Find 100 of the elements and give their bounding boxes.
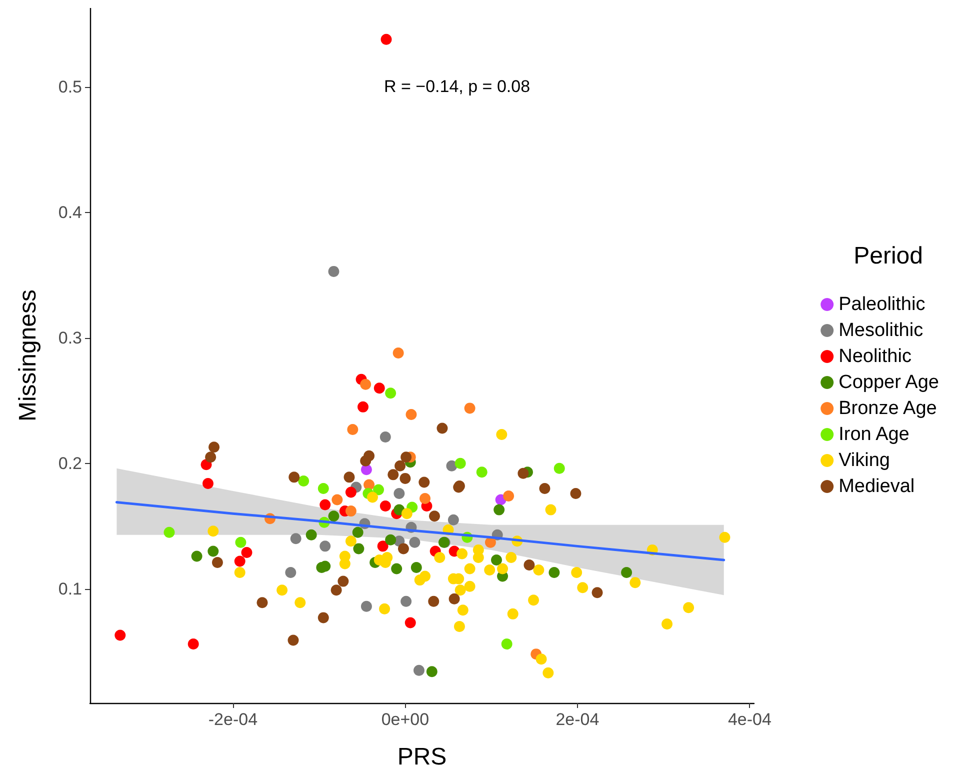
point [434,552,446,563]
point [410,562,422,574]
point [164,526,175,538]
point [464,402,476,414]
point [571,567,582,578]
point [360,600,372,612]
point [380,432,391,443]
point [208,546,219,557]
legend-label: Medieval [838,476,915,497]
point [385,388,396,399]
point [318,482,329,494]
point [366,492,378,503]
y-tick-label: 0.3 [58,328,82,348]
point [501,638,512,650]
point [377,540,388,552]
legend-label: Neolithic [838,346,912,367]
point [306,529,317,540]
point [288,472,300,483]
point [234,567,246,578]
point [114,630,126,641]
point [454,458,466,469]
point [476,466,488,478]
point [394,460,406,472]
point [188,638,199,650]
x-tick-label: 0e+00 [381,710,430,729]
point [385,534,396,546]
point [401,508,412,520]
legend-label: Iron Age [838,424,910,445]
point [328,510,340,522]
point [494,504,505,516]
x-tick-label: 2e-04 [556,710,600,729]
point [507,608,518,620]
point [496,429,508,440]
point [662,618,673,630]
x-tick-label: -2e-04 [208,710,258,729]
point [360,455,372,466]
point [235,536,246,548]
point [212,556,223,568]
point [409,536,420,548]
point [290,533,302,544]
x-axis-title: PRS [397,744,447,770]
point [330,584,342,596]
point [503,490,514,502]
point [276,584,288,596]
point [360,378,372,390]
point [536,654,547,665]
point [491,554,502,566]
point [353,543,364,554]
point [548,567,560,578]
legend-label: Mesolithic [838,320,924,341]
point [533,564,544,576]
point [380,34,392,45]
point [347,424,358,436]
point [506,552,517,563]
point [630,577,641,588]
point [518,468,529,479]
point [497,563,508,574]
y-tick-label: 0.1 [58,579,82,598]
point [202,478,214,489]
point [241,546,252,558]
point [429,510,440,522]
y-tick-label: 0.4 [58,202,82,222]
point [400,596,412,607]
legend-label: Viking [838,450,890,471]
point [420,493,431,504]
point [454,584,466,596]
point [464,580,476,592]
point [456,548,468,560]
point [577,582,588,594]
point [400,452,412,463]
point [373,484,384,496]
point [428,596,440,607]
x-tick-label: 4e-04 [728,710,772,729]
point [285,567,296,578]
point [234,556,246,567]
point [400,472,411,484]
point [418,476,430,488]
point [394,488,405,499]
point [398,543,409,554]
point [524,560,535,570]
point [288,634,299,646]
point [683,602,694,614]
annotation: R = −0.14, p = 0.08 [384,77,530,96]
legend-label: Paleolithic [838,294,926,315]
point [374,382,385,394]
point [554,462,565,474]
point [345,506,356,517]
y-axis-title: Missingness [14,289,42,422]
point [332,494,343,506]
point [320,499,331,510]
point [298,475,310,486]
point [328,266,340,277]
point [464,563,476,574]
legend-title: Period [854,242,923,270]
point [484,536,496,548]
point [191,550,202,562]
point [454,620,465,632]
legend-label: Copper Age [838,372,939,393]
point [388,469,399,480]
point [528,594,540,606]
